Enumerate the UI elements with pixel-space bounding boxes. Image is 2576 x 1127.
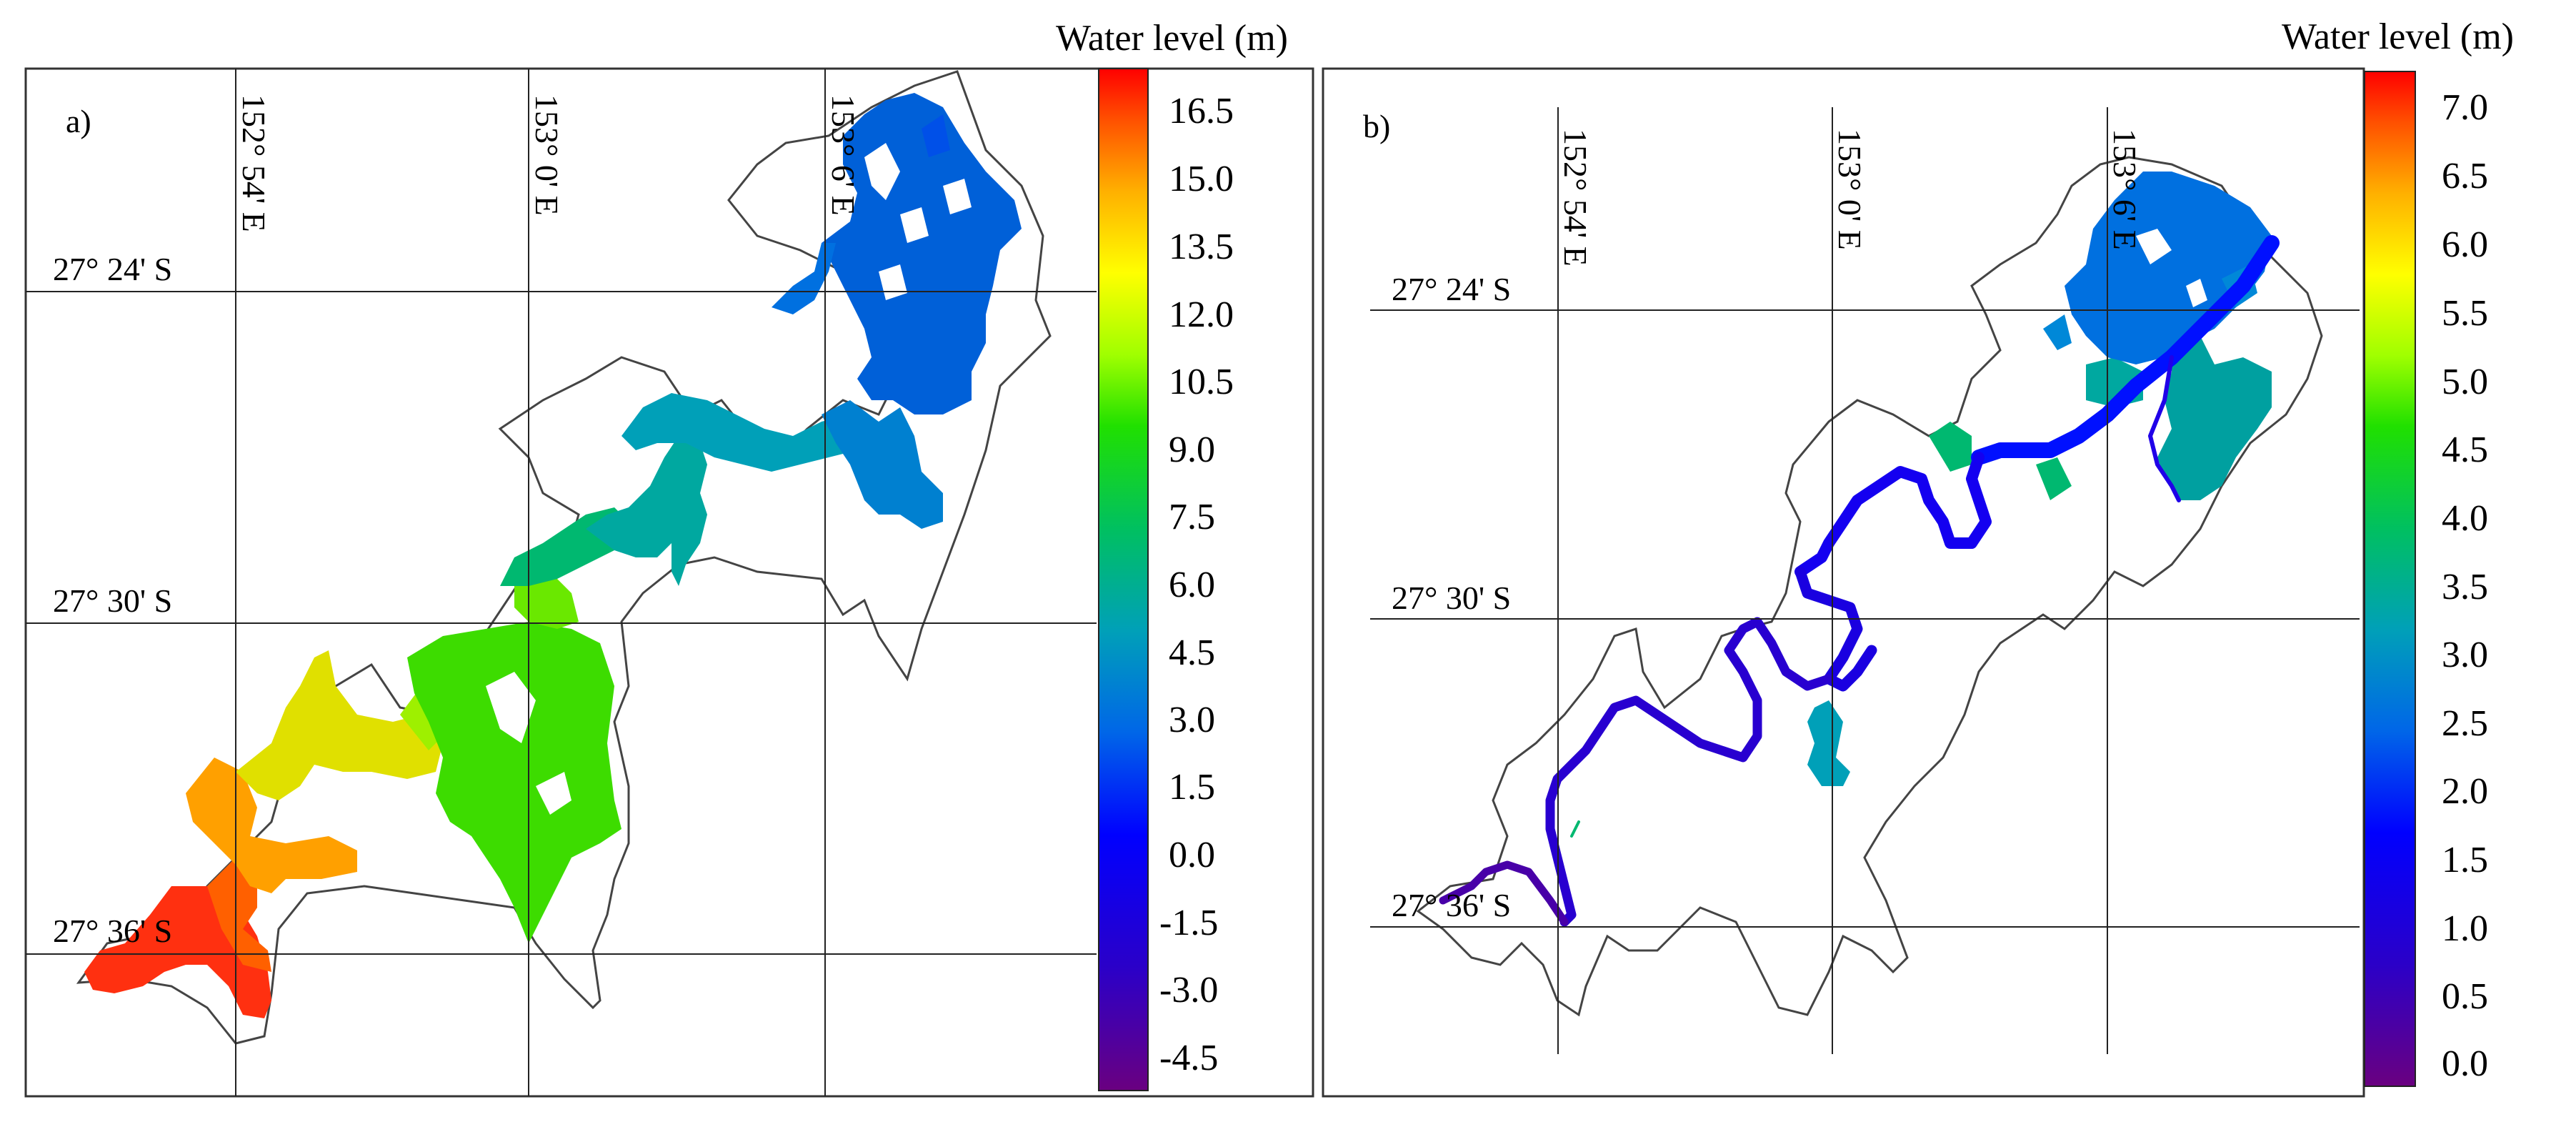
colorbar-b-tick: 0.5 xyxy=(2442,976,2488,1017)
colorbar-a-tick: 9.0 xyxy=(1169,430,1215,470)
colorbar-a-tick: -3.0 xyxy=(1159,970,1218,1011)
lon-label-b-0: 152° 54' E xyxy=(1557,129,1594,267)
graticule-b xyxy=(1370,107,2360,1054)
colorbar-ticks-a: 16.5 15.0 13.5 12.0 10.5 9.0 7.5 6.0 4.5… xyxy=(1159,91,1234,1078)
lat-label-b-1: 27° 30' S xyxy=(1392,580,1511,616)
colorbar-a-tick: 0.0 xyxy=(1169,835,1215,875)
colorbar-b-tick: 4.5 xyxy=(2442,430,2488,470)
flood-extent-a xyxy=(84,93,1022,1018)
lon-label-b-2: 153° 6' E xyxy=(2107,129,2143,250)
lon-label-a-0: 152° 54' E xyxy=(236,94,272,232)
colorbar-b-tick: 7.0 xyxy=(2442,87,2488,128)
colorbar-b-tick: 6.0 xyxy=(2442,224,2488,265)
colorbar-a-tick: 7.5 xyxy=(1169,497,1215,537)
colorbar-a-tick: 15.0 xyxy=(1169,159,1234,199)
colorbar-a-tick: -4.5 xyxy=(1159,1038,1218,1078)
colorbar-b-tick: 2.5 xyxy=(2442,703,2488,744)
colorbar-b-tick: 3.5 xyxy=(2442,567,2488,607)
lat-label-b-2: 27° 36' S xyxy=(1392,887,1511,923)
colorbar-b-tick: 5.0 xyxy=(2442,362,2488,402)
colorbar-b-tick: 1.0 xyxy=(2442,908,2488,949)
lat-label-a-2: 27° 36' S xyxy=(53,913,172,949)
panel-a: a) 27° 24' S 27° 30' S 27° 36' S 152° 54… xyxy=(24,18,1314,1098)
colorbar-a-tick: -1.5 xyxy=(1159,903,1218,943)
colorbar-a-tick: 12.0 xyxy=(1169,294,1234,335)
colorbar-a-tick: 13.5 xyxy=(1169,227,1234,267)
lon-label-b-1: 153° 0' E xyxy=(1832,129,1868,250)
colorbar-ticks-b: 7.0 6.5 6.0 5.5 5.0 4.5 4.0 3.5 3.0 2.5 … xyxy=(2442,87,2488,1084)
colorbar-a-tick: 6.0 xyxy=(1169,565,1215,605)
colorbar-title-b: Water level (m) xyxy=(2282,16,2514,57)
lat-label-b-0: 27° 24' S xyxy=(1392,271,1511,307)
colorbar-b-tick: 5.5 xyxy=(2442,293,2488,334)
graticule-a xyxy=(26,69,1097,1096)
colorbar-b-tick: 0.0 xyxy=(2442,1043,2488,1084)
colorbar-a-tick: 3.0 xyxy=(1169,700,1215,740)
panel-b: b) 27° 24' S 27° 30' S 27° 36' S 152° 54… xyxy=(1322,16,2514,1098)
colorbar-b-tick: 2.0 xyxy=(2442,771,2488,812)
colorbar-a-tick: 1.5 xyxy=(1169,767,1215,808)
panel-label-a: a) xyxy=(66,103,91,139)
panel-label-b: b) xyxy=(1363,108,1390,144)
colorbar-a xyxy=(1098,68,1149,1091)
lat-label-a-0: 27° 24' S xyxy=(53,251,172,287)
colorbar-b xyxy=(2364,71,2416,1087)
lon-label-a-2: 153° 6' E xyxy=(825,94,862,216)
colorbar-b-tick: 6.5 xyxy=(2442,156,2488,197)
colorbar-a-tick: 16.5 xyxy=(1169,91,1234,131)
colorbar-b-tick: 3.0 xyxy=(2442,635,2488,675)
lon-label-a-1: 153° 0' E xyxy=(529,94,565,216)
colorbar-title-a: Water level (m) xyxy=(1056,18,1288,59)
catchment-outline-b xyxy=(1416,156,2323,1017)
lat-label-a-1: 27° 30' S xyxy=(53,582,172,619)
colorbar-b-tick: 4.0 xyxy=(2442,498,2488,539)
colorbar-b-tick: 1.5 xyxy=(2442,840,2488,880)
colorbar-a-tick: 10.5 xyxy=(1169,362,1234,402)
colorbar-a-tick: 4.5 xyxy=(1169,632,1215,673)
